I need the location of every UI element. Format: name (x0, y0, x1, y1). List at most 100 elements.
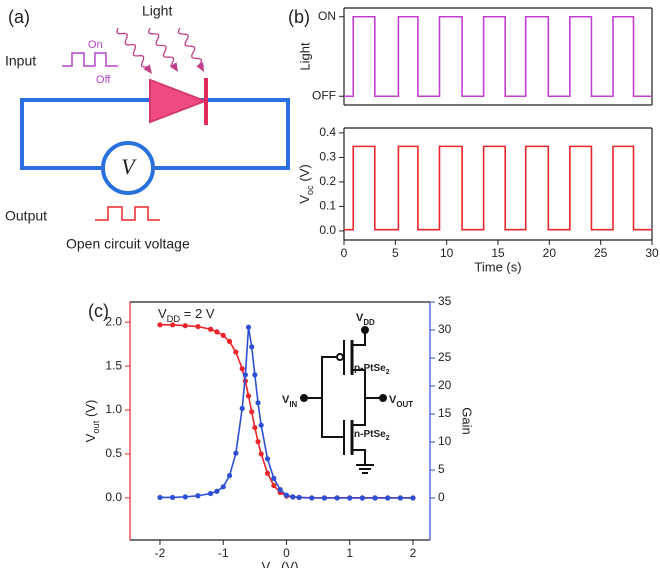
node (300, 394, 308, 402)
data-point (347, 495, 353, 501)
x-tick-label: 1 (346, 546, 353, 560)
annotation-part: = 2 V (180, 306, 215, 321)
x-tick-label: 0 (283, 546, 290, 560)
data-point (157, 494, 163, 501)
circuit-label: n-PtSe2 (354, 429, 390, 443)
y-axis-label-part: out (91, 420, 101, 433)
panel-label: (a) (8, 7, 30, 27)
data-point (309, 495, 315, 501)
circuit-label: VDD (356, 312, 375, 327)
data-point (245, 324, 252, 330)
inverter-circuit (300, 326, 387, 474)
caption: Open circuit voltage (66, 236, 190, 252)
voltmeter-label: V (121, 154, 137, 179)
node (379, 394, 387, 402)
wire (352, 330, 366, 346)
data-point (214, 329, 220, 335)
circuit-label: VIN (282, 394, 298, 409)
wire (352, 369, 366, 426)
data-point (264, 456, 271, 462)
data-point (410, 495, 416, 501)
data-point (226, 473, 233, 479)
y-axis-label: Light (297, 42, 312, 71)
y-axis-label-part: V (297, 195, 312, 204)
data-point (296, 494, 302, 501)
x-axis-label-part: V (262, 559, 271, 568)
circuit-diagram (20, 52, 290, 221)
y-tick-label: 0.2 (319, 174, 336, 188)
y-axis-label-part: V (83, 433, 98, 442)
circuit-label-part: IN (289, 400, 297, 409)
y-tick-label: 0.3 (319, 150, 336, 164)
series-line (344, 15, 652, 98)
data-point (252, 424, 258, 431)
light-ray (116, 27, 148, 68)
diode (149, 78, 208, 124)
data-point (220, 484, 226, 490)
p-bubble (336, 353, 344, 361)
x-tick-label: 2 (410, 546, 417, 560)
output-label: Output (5, 208, 47, 224)
on-label: On (88, 39, 103, 51)
y2-tick-label: 0 (438, 490, 445, 504)
y-tick-label: OFF (312, 88, 336, 102)
wire (321, 356, 344, 438)
x-tick-label: 0 (341, 246, 348, 260)
wire (352, 449, 366, 465)
data-point (271, 482, 277, 489)
y2-tick-label: 30 (438, 322, 452, 336)
data-point (255, 439, 261, 445)
data-point (249, 409, 255, 415)
data-point (372, 495, 378, 501)
data-point (214, 488, 220, 494)
y-tick-label: 0.0 (105, 490, 122, 504)
data-point (195, 323, 201, 330)
y-tick-label: 1.0 (105, 402, 122, 416)
data-point (334, 495, 340, 501)
x-tick-label: 5 (392, 246, 399, 260)
series-line (159, 327, 413, 499)
y2-axis-label: Gain (460, 407, 475, 434)
data-point (249, 344, 255, 350)
light-arrowhead (169, 62, 178, 72)
data-point (195, 493, 201, 499)
circuit-label-part: n-PtSe (354, 429, 386, 440)
light-arrowhead (143, 64, 152, 74)
x-axis-label: Time (s) (474, 259, 521, 274)
input-label: Input (5, 53, 36, 69)
data-point (170, 322, 176, 328)
circuit-label-part: p-PtSe (354, 363, 386, 374)
y-axis-label: Voc (V) (297, 164, 315, 204)
series-line (159, 324, 413, 499)
x-tick-label: 30 (645, 246, 659, 260)
data-point (170, 494, 176, 501)
y2-tick-label: 25 (438, 350, 452, 364)
data-point (258, 451, 264, 457)
panel-label: (b) (288, 7, 310, 27)
data-point (226, 338, 233, 345)
annotation: VDD = 2 V (158, 306, 215, 324)
y-axis-label-part: (V) (83, 400, 98, 421)
circuit-label: VOUT (389, 394, 413, 409)
y-axis-label-part: (V) (297, 164, 312, 185)
node (361, 326, 369, 334)
y2-tick-label: 15 (438, 406, 452, 420)
y-tick-label: 0.0 (319, 223, 336, 237)
data-point (252, 372, 258, 378)
circuit-label-part: 2 (386, 367, 390, 376)
data-point (207, 490, 214, 497)
circuit-label-part: OUT (396, 400, 413, 409)
circuit-label-part: DD (363, 318, 375, 327)
light-ray (177, 27, 203, 66)
y2-tick-label: 20 (438, 378, 452, 392)
circuit-label-part: 2 (386, 433, 390, 442)
voltmeter (101, 141, 155, 195)
data-point (220, 332, 226, 338)
y-tick-label: 1.5 (105, 358, 122, 372)
x-tick-label: 25 (594, 246, 608, 260)
data-point (385, 495, 391, 501)
circuit-label-part: V (282, 394, 290, 406)
x-tick-label: 20 (543, 246, 557, 260)
x-axis-label-part: (V) (278, 559, 299, 568)
y2-tick-label: 10 (438, 434, 452, 448)
